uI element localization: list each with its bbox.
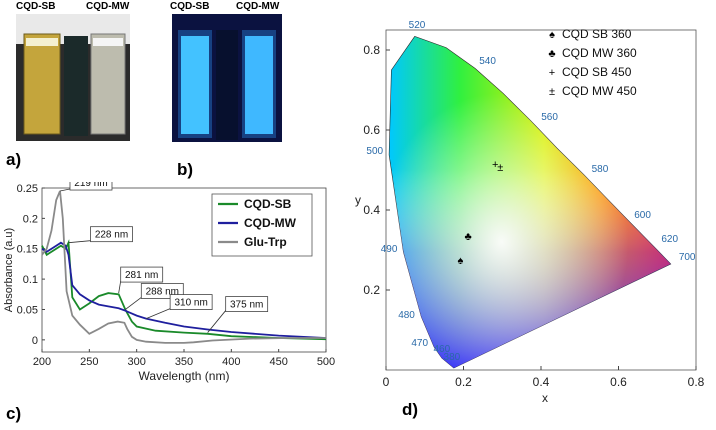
y-tick-label: 0.2 — [363, 283, 380, 297]
data-point-cqd-sb-450: + — [492, 159, 498, 171]
photo-vials-uv — [172, 14, 282, 142]
x-tick-label: 200 — [33, 356, 51, 368]
legend-entry: CQD-MW — [244, 216, 297, 230]
annotation-arrow — [125, 297, 142, 310]
annotation-label: 288 nm — [146, 286, 179, 297]
annotation-box — [169, 294, 213, 310]
legend-symbol: ♠ — [549, 29, 555, 41]
panel-label-a: a) — [6, 150, 22, 169]
annotation-label: 310 nm — [174, 298, 207, 309]
wavelength-label: 520 — [409, 20, 426, 31]
panel-label-b: b) — [177, 160, 194, 179]
annotation-box — [90, 226, 133, 243]
wavelength-label: 600 — [634, 210, 651, 221]
y-tick-label: 0 — [32, 335, 38, 347]
x-tick-label: 0.2 — [455, 375, 472, 389]
y-tick-label: 0.4 — [363, 203, 380, 217]
legend-entry: Glu-Trp — [244, 235, 287, 249]
data-point-cqd-mw-360: ♣ — [465, 231, 472, 243]
wavelength-label: 580 — [592, 164, 609, 175]
y-axis-title: Absorbance (a.u) — [3, 228, 15, 312]
y-tick-label: 0.15 — [17, 244, 38, 256]
annotation-label: 375 nm — [230, 300, 263, 311]
x-tick-label: 0.6 — [610, 375, 627, 389]
wavelength-label: 480 — [398, 310, 415, 321]
annotation-arrow — [207, 310, 226, 333]
y-tick-label: 0.8 — [363, 43, 380, 57]
spectral-locus-white — [389, 36, 671, 369]
panel-label-c: c) — [6, 404, 22, 423]
x-tick-label: 300 — [127, 356, 145, 368]
annotation-label: 281 nm — [125, 270, 158, 281]
wavelength-label: 470 — [411, 338, 428, 349]
vials-daylight-illustration — [16, 14, 130, 141]
wavelength-label: 500 — [366, 146, 383, 157]
x-tick-label: 450 — [269, 356, 287, 368]
series-line-cqd-mw — [41, 241, 327, 339]
tube-label-mw-uv: CQD-MW — [236, 1, 280, 12]
wavelength-label: 460 — [433, 344, 450, 355]
x-axis-title: x — [542, 391, 548, 405]
wavelength-label: 620 — [661, 234, 678, 245]
tube-label-sb-uv: CQD-SB — [170, 1, 210, 12]
cie-chromaticity-chart: 0 0.2 0.4 0.6 0.8 0.2 0.4 0.6 0.8 x y 520 540 560 580 6… — [355, 20, 705, 405]
legend-entry: CQD SB 450 — [562, 65, 632, 79]
x-tick-label: 350 — [175, 356, 193, 368]
wavelength-label: 540 — [479, 56, 496, 67]
legend-entry: CQD-SB — [244, 197, 292, 211]
y-tick-label: 0.1 — [23, 274, 38, 286]
x-axis-title: Wavelength (nm) — [139, 369, 230, 383]
annotation-label: 228 nm — [95, 230, 128, 241]
panel-label-d: d) — [402, 400, 419, 419]
x-tick-label: 400 — [222, 356, 240, 368]
annotation-arrow — [68, 240, 91, 244]
x-tick-label: 0.8 — [688, 375, 705, 389]
y-tick-label: 0.05 — [17, 304, 38, 316]
y-tick-label: 0.2 — [23, 213, 38, 225]
series-line-cqd-sb — [41, 239, 327, 341]
wavelength-label: 700 — [679, 252, 696, 263]
legend-entry: CQD SB 360 — [562, 27, 632, 41]
legend-symbol: ± — [549, 86, 555, 98]
legend-entry: CQD MW 450 — [562, 84, 637, 98]
x-tick-label: 0 — [383, 375, 390, 389]
data-point-cqd-mw-450: ± — [497, 162, 503, 174]
annotation-arrow — [145, 308, 171, 319]
tube-label-sb-daylight-top: CQD-SB — [16, 1, 56, 12]
annotation-arrow — [118, 281, 122, 294]
x-tick-label: 250 — [80, 356, 98, 368]
y-tick-label: 0.25 — [17, 183, 38, 195]
wavelength-label: 380 — [444, 352, 461, 363]
y-axis-title: y — [355, 193, 361, 207]
legend-symbol: + — [549, 67, 555, 79]
legend-entry: CQD MW 360 — [562, 46, 637, 60]
tube-label-mw-daylight: CQD-MW — [86, 1, 130, 12]
annotation-box — [120, 266, 164, 283]
legend-symbol: ♣ — [548, 48, 555, 60]
wavelength-label: 490 — [381, 244, 398, 255]
annotation-label: 219 nm — [74, 182, 107, 189]
absorbance-chart: 200 250 300 350 400 450 500 0 0.05 0.1 0.15 0.2 0.25… — [3, 182, 335, 383]
annotation-box — [225, 296, 269, 312]
wavelength-label: 560 — [541, 112, 558, 123]
annotation-arrow — [59, 188, 71, 192]
x-tick-label: 500 — [317, 356, 335, 368]
y-tick-label: 0.6 — [363, 123, 380, 137]
annotation-box — [69, 182, 113, 191]
vials-uv-illustration — [172, 14, 282, 142]
photo-vials-daylight: CQD-SB — [16, 14, 130, 141]
x-tick-label: 0.4 — [533, 375, 550, 389]
data-point-cqd-sb-360: ♠ — [457, 255, 463, 267]
